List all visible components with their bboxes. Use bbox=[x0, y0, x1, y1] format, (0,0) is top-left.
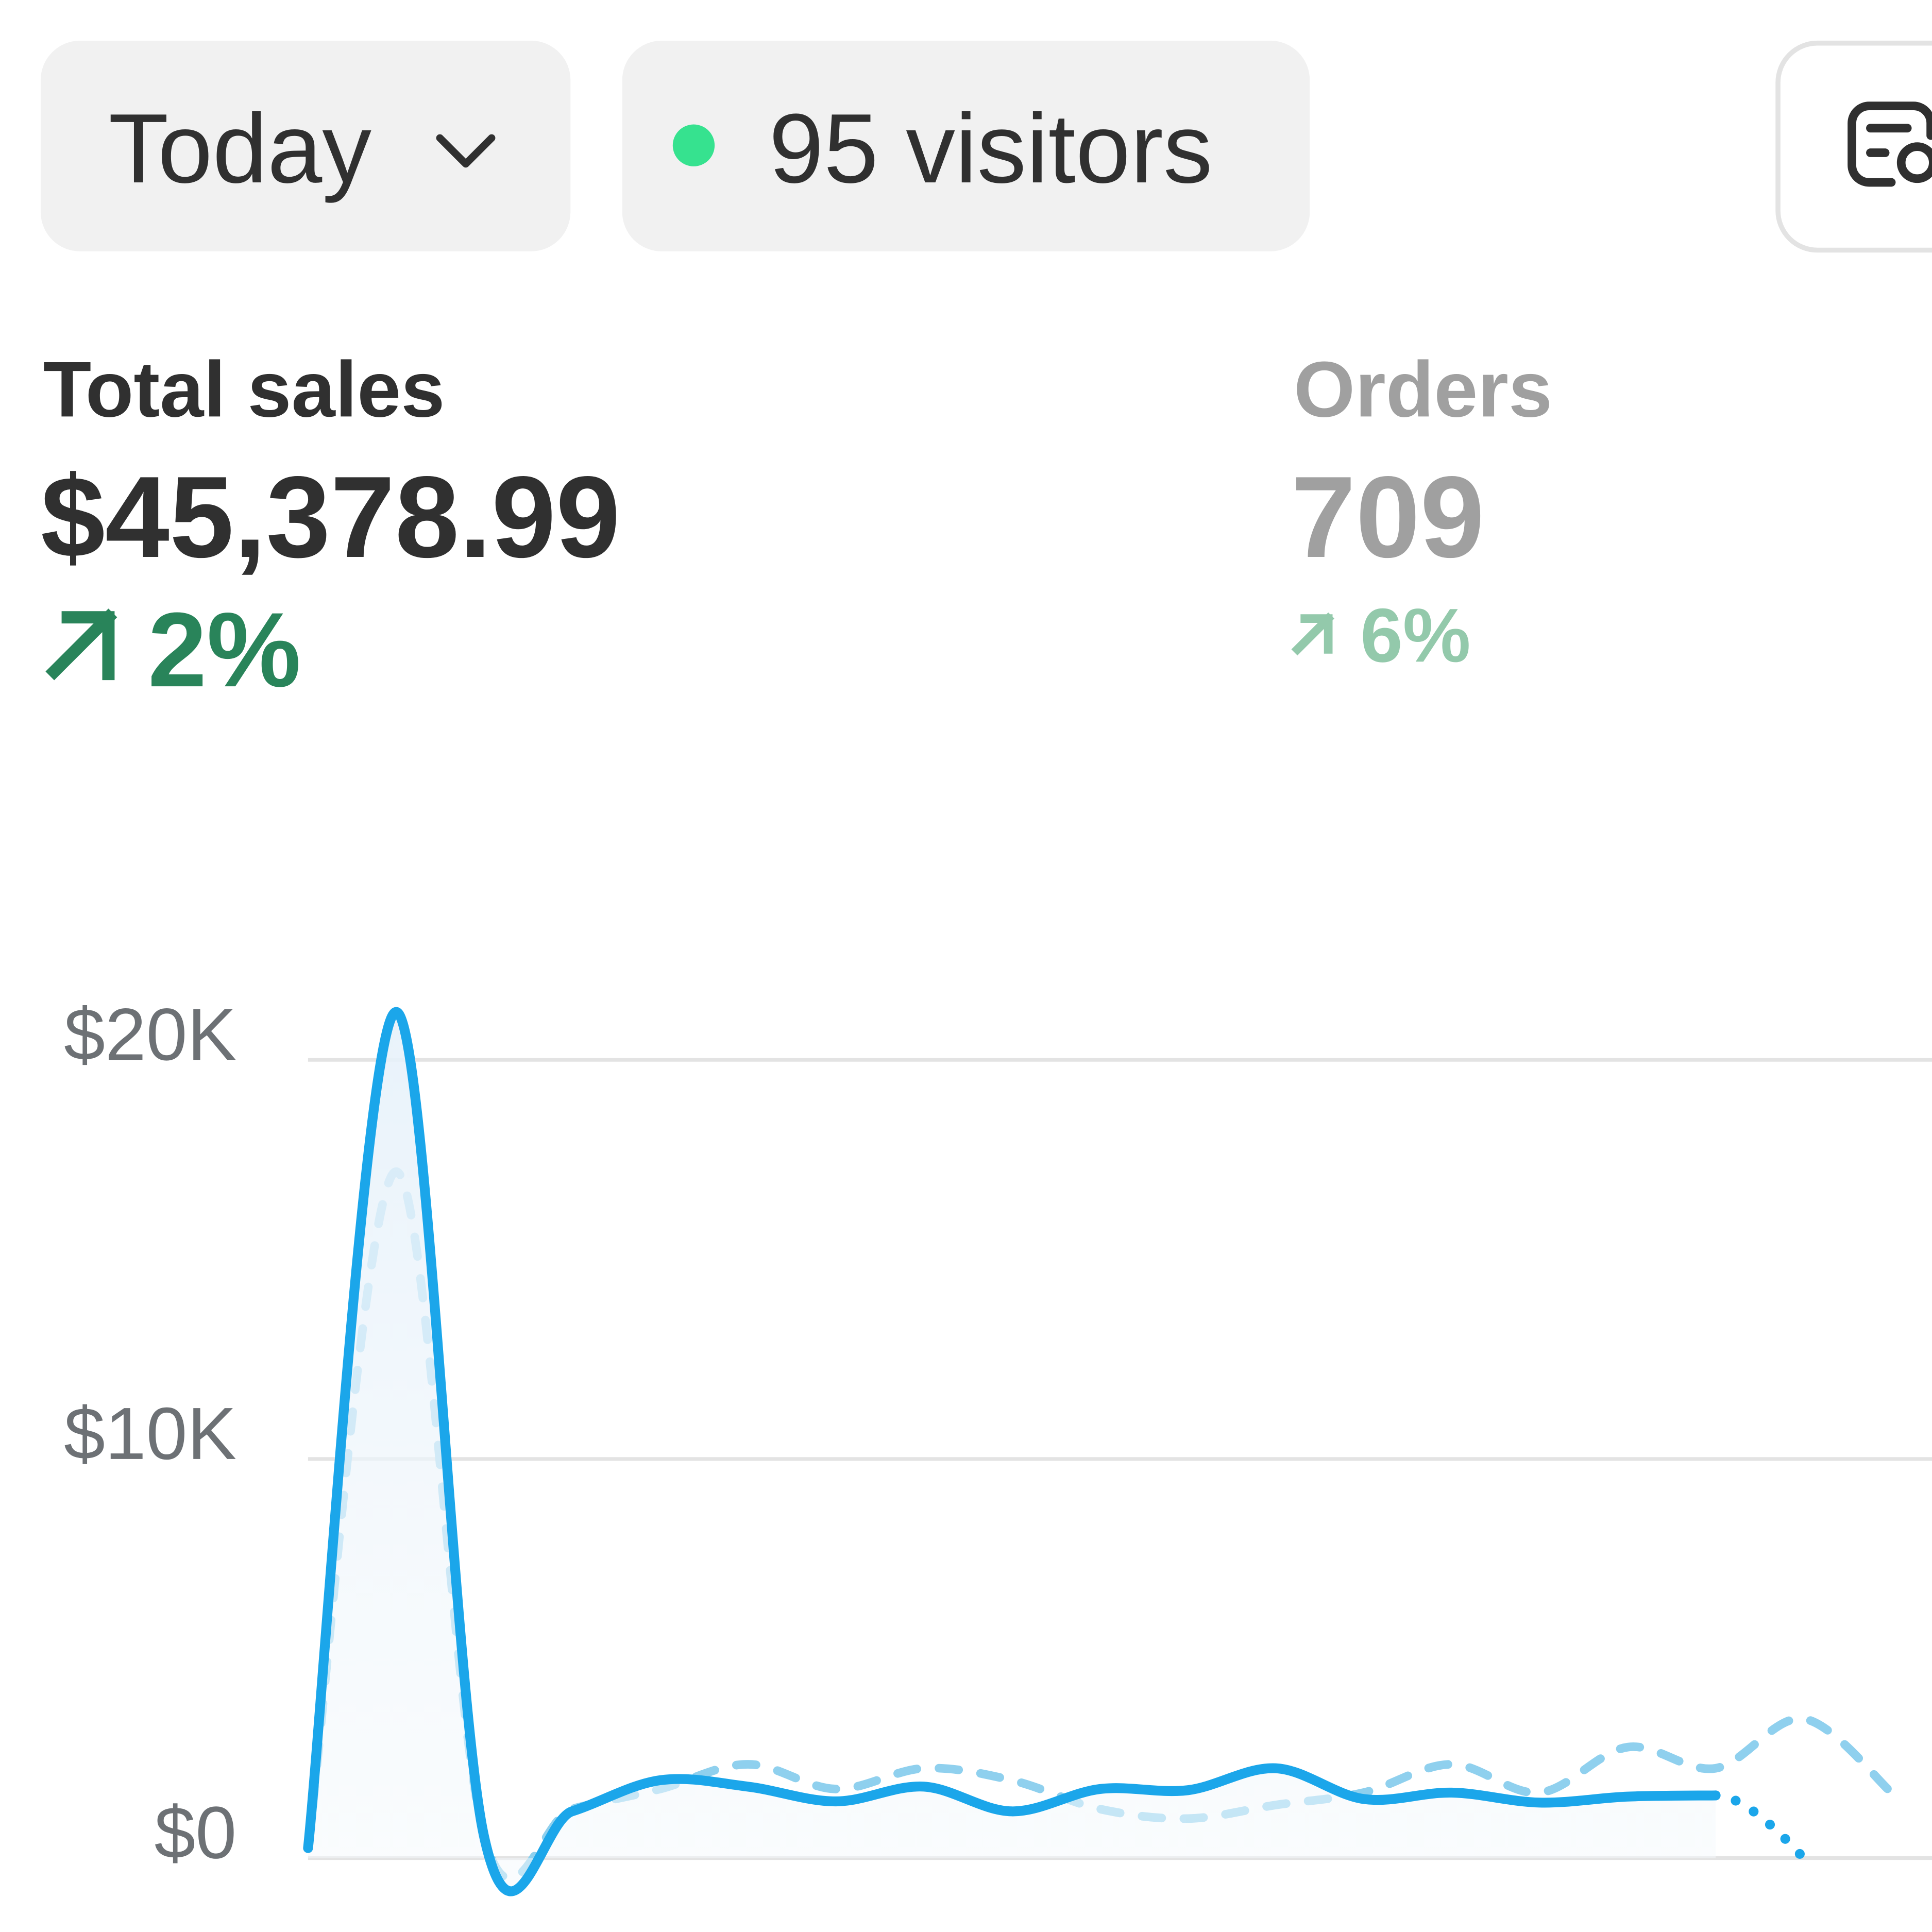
metric-label: Total sales bbox=[43, 345, 445, 433]
button-label: 95 visitors bbox=[769, 93, 1212, 204]
metric-value: 709 bbox=[1291, 452, 1484, 582]
button-bg bbox=[40, 40, 571, 251]
metric-change: 6% bbox=[1360, 593, 1470, 678]
plot-area bbox=[303, 1007, 1896, 1896]
chevron-icon bbox=[436, 134, 496, 168]
button-bg bbox=[622, 40, 1310, 251]
trend-up-icon bbox=[1291, 612, 1334, 656]
search-report-button[interactable] bbox=[1775, 40, 1932, 253]
series-projection bbox=[1710, 1790, 1809, 1863]
button-label: Today bbox=[108, 93, 371, 204]
icon bbox=[1848, 101, 1932, 187]
y-tick-label: $10K bbox=[64, 1393, 236, 1475]
series-area bbox=[308, 1012, 1716, 1892]
metric-value: $45,378.99 bbox=[41, 452, 620, 582]
live-dot bbox=[672, 124, 715, 166]
trend-up-icon bbox=[45, 608, 117, 681]
series-line bbox=[303, 1007, 1721, 1896]
y-tick-label: $20K bbox=[64, 993, 236, 1076]
y-tick-label: $0 bbox=[155, 1792, 237, 1874]
metric-orders[interactable]: Orders 709 6% bbox=[1291, 345, 1552, 678]
date-range-button[interactable]: Today bbox=[40, 40, 571, 251]
series-line bbox=[303, 1167, 1896, 1883]
metric-change: 2% bbox=[148, 590, 301, 709]
icon bbox=[1896, 142, 1932, 183]
metric-label: Orders bbox=[1294, 345, 1552, 433]
live-visitors-button[interactable]: 95 visitors bbox=[622, 40, 1310, 251]
metric-total-sales[interactable]: Total sales $45,378.99 2% bbox=[41, 345, 620, 709]
sales-chart: $0 $10K $20K bbox=[64, 993, 1932, 1896]
